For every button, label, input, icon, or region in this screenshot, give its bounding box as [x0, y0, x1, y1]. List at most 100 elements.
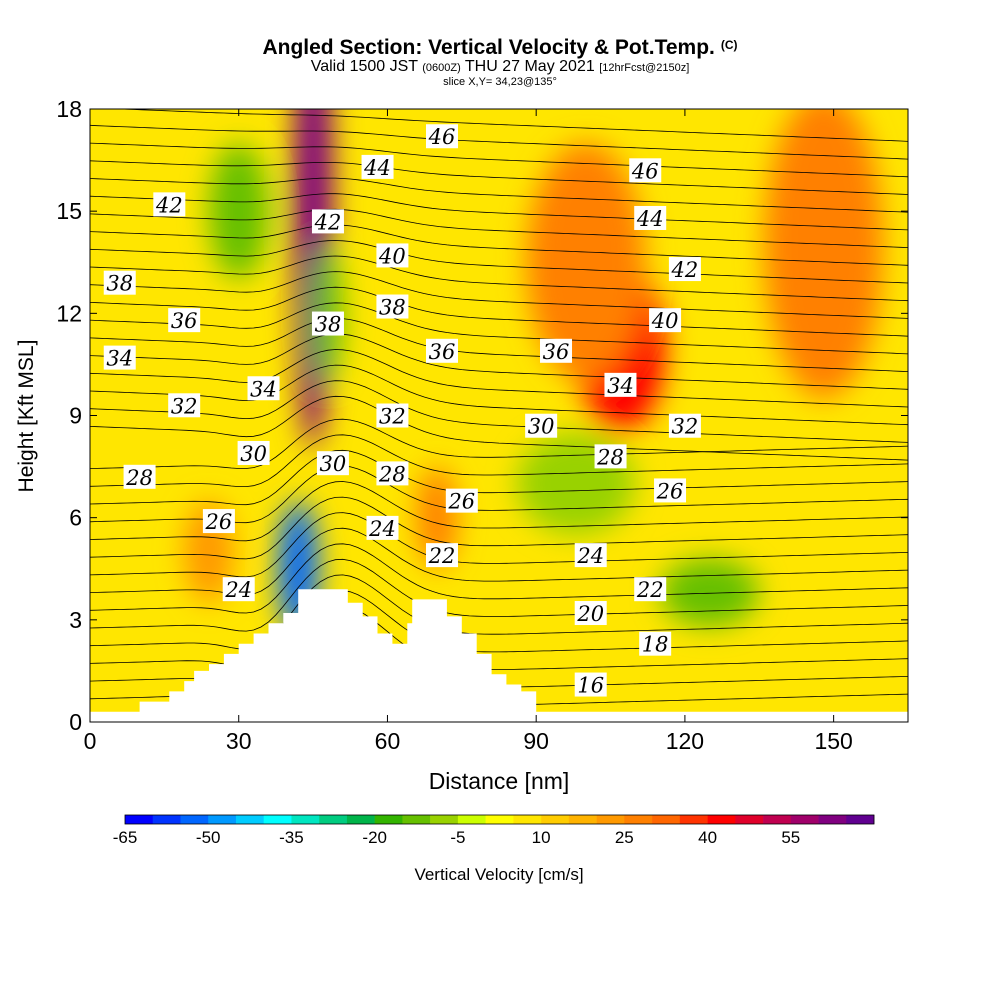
contour-label-text: 40	[378, 244, 406, 268]
contour-label: 32	[168, 393, 201, 418]
colorbar: -65 -50 -35 -20 -5 10 25 40 55	[113, 814, 875, 847]
contour-label-text: 30	[528, 415, 555, 439]
contour-label: 34	[604, 372, 637, 398]
contour-label-box	[425, 338, 458, 363]
contour-label-text: 38	[315, 313, 342, 337]
y-tick-label: 18	[56, 96, 82, 122]
contour-label: 16	[574, 672, 607, 698]
colorbar-label: Vertical Velocity [cm/s]	[414, 865, 583, 884]
colorbar-tick-label: -35	[279, 828, 304, 847]
contour-label-box	[649, 308, 682, 333]
contour-label: 30	[237, 440, 270, 466]
contour-label-text: 26	[656, 479, 684, 503]
y-tick-label: 12	[56, 300, 82, 326]
colorbar-swatch	[235, 815, 264, 824]
colorbar-swatch	[790, 815, 819, 824]
isentrope-line	[90, 481, 908, 542]
contour-label-box	[668, 257, 701, 282]
contour-label: 36	[168, 308, 201, 333]
contour-label: 28	[123, 464, 156, 490]
contour-label-text: 18	[642, 633, 669, 657]
isentrope-line	[90, 160, 908, 195]
contour-label-text: 42	[314, 210, 342, 234]
contour-label-box	[540, 338, 573, 363]
valid-utc: (0600Z)	[422, 62, 461, 74]
contour-label-text: 28	[125, 466, 153, 490]
velocity-feature	[764, 109, 884, 399]
colorbar-swatch	[291, 815, 320, 824]
contour-label: 42	[668, 257, 701, 282]
colorbar-tick-label: -5	[450, 828, 465, 847]
velocity-field	[90, 109, 908, 722]
contour-label-box	[202, 509, 235, 534]
isentrope-line	[90, 496, 908, 560]
isentrope-line	[90, 449, 908, 506]
isentrope-line	[90, 333, 908, 390]
colorbar-swatch	[430, 815, 459, 824]
contour-label-text: 22	[636, 578, 664, 602]
isentrope-line	[90, 317, 908, 372]
isentrope-line	[90, 558, 908, 632]
isentrope-line	[90, 512, 908, 578]
contour-label: 46	[425, 124, 458, 149]
contour-label: 40	[649, 308, 682, 333]
contour-label-text: 26	[205, 510, 233, 534]
contour-label-box	[222, 577, 255, 602]
contour-label: 34	[247, 376, 280, 401]
y-tick-label: 6	[69, 505, 82, 531]
isentrope-line	[90, 177, 908, 213]
contour-label-text: 24	[576, 544, 604, 568]
y-tick-label: 15	[56, 198, 82, 224]
terrain	[90, 589, 908, 722]
colorbar-swatch	[485, 815, 514, 824]
contour-label: 20	[574, 601, 607, 626]
contour-label-box	[574, 543, 607, 568]
contour-label-box	[376, 294, 409, 319]
contour-label-text: 34	[607, 374, 634, 398]
contour-label-text: 42	[671, 258, 699, 282]
colorbar-swatch	[596, 815, 625, 824]
contour-label-box	[574, 672, 607, 697]
valid-time: Valid 1500 JST	[310, 58, 418, 75]
contour-label-box	[237, 440, 270, 465]
colorbar-swatch	[652, 815, 681, 824]
isentrope-line	[90, 193, 908, 231]
colorbar-swatch	[568, 815, 597, 824]
contour-label-text: 32	[672, 415, 699, 439]
contour-label-box	[574, 601, 607, 626]
contour-label: 38	[376, 294, 409, 320]
contour-label-box	[103, 345, 136, 370]
colorbar-swatch	[735, 815, 764, 824]
colorbar-swatch	[541, 815, 570, 824]
contour-label-box	[629, 158, 662, 183]
contour-label: 26	[445, 488, 478, 514]
contour-label: 22	[634, 577, 667, 602]
contour-label-text: 38	[379, 296, 406, 320]
colorbar-swatch	[208, 815, 237, 824]
isentrope-line	[90, 395, 908, 461]
contour-label: 40	[376, 243, 409, 268]
contour-label-box	[425, 543, 458, 568]
contour-label: 38	[311, 311, 344, 337]
contour-label-text: 28	[378, 462, 406, 486]
contour-label-text: 46	[428, 125, 456, 149]
colorbar-tick-label: 10	[532, 828, 551, 847]
y-tick-label: 3	[69, 607, 82, 633]
contour-label: 34	[103, 345, 136, 371]
colorbar-swatch	[707, 815, 736, 824]
velocity-feature	[660, 558, 760, 627]
isentrope-line	[90, 208, 908, 248]
isentrope-line	[90, 349, 908, 408]
contour-label-text: 30	[320, 452, 347, 476]
isentrope-line	[90, 574, 908, 650]
contour-label: 42	[311, 209, 344, 234]
isentrope-line	[90, 240, 908, 284]
isentrope-line	[90, 543, 908, 614]
contour-label-box	[376, 243, 409, 268]
contour-label-text: 40	[651, 309, 679, 333]
contour-label: 38	[103, 270, 136, 296]
colorbar-swatch	[513, 815, 542, 824]
contour-label-text: 42	[155, 193, 183, 217]
